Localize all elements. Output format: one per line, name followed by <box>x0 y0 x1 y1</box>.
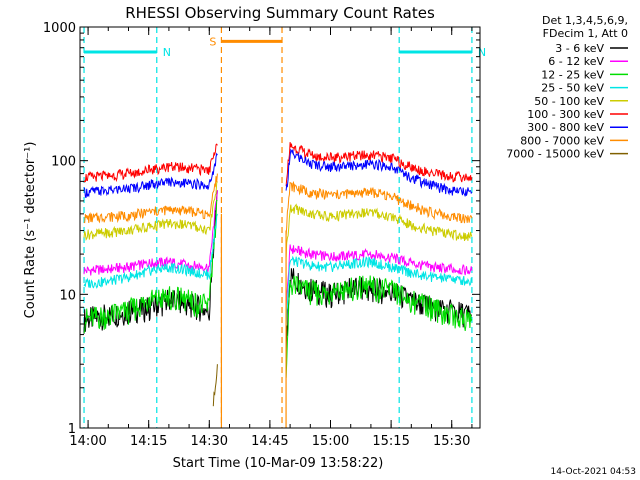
x-tick-label-2: 14:30 <box>191 434 228 449</box>
x-tick-label-5: 15:15 <box>372 434 409 449</box>
series-line-3-1 <box>285 255 473 327</box>
legend-label-4: 50 - 100 keV <box>534 95 604 108</box>
series-line-3-0 <box>83 213 218 289</box>
series-line-4-1 <box>285 203 473 258</box>
y-tick-label-0: 1 <box>68 422 76 437</box>
x-tick-label-3: 14:45 <box>251 434 288 449</box>
axes: 14:00 14:15 14:30 14:45 15:00 15:15 15:30 1 10 10… <box>43 21 480 449</box>
x-axis-label: Start Time (10-Mar-09 13:58:22) <box>173 456 384 471</box>
legend-header-1: Det 1,3,4,5,6,9, <box>542 14 628 27</box>
x-tick-label-0: 14:00 <box>69 434 106 449</box>
legend-label-2: 12 - 25 keV <box>541 68 604 81</box>
series-line-6-1 <box>285 148 473 197</box>
legend: Det 1,3,4,5,6,9, FDecim 1, Att 0 3 - 6 k… <box>506 14 628 161</box>
x-tick-label-4: 15:00 <box>312 434 349 449</box>
footer-timestamp: 14-Oct-2021 04:53 <box>551 467 636 477</box>
legend-label-3: 25 - 50 keV <box>541 82 604 95</box>
series-line-1-0 <box>83 190 218 276</box>
legend-label-0: 3 - 6 keV <box>555 42 604 55</box>
chart-title: RHESSI Observing Summary Count Rates <box>125 4 435 22</box>
series-line-1-1 <box>285 244 473 311</box>
data-series <box>83 142 473 428</box>
legend-label-1: 6 - 12 keV <box>548 55 604 68</box>
y-tick-label-3: 1000 <box>43 21 76 36</box>
annotations: N NS <box>84 35 486 59</box>
series-line-2-0 <box>83 199 218 334</box>
annotation-label-2: S <box>209 35 216 48</box>
legend-label-8: 7000 - 15000 keV <box>506 148 604 161</box>
annotation-label-0: N <box>163 46 171 59</box>
x-tick-label-6: 15:30 <box>433 434 470 449</box>
series-line-2-1 <box>285 275 473 378</box>
annotation-label-1: N <box>478 46 486 59</box>
y-axis-label: Count Rate (s⁻¹ detector⁻¹) <box>23 142 38 319</box>
legend-label-5: 100 - 300 keV <box>527 108 604 121</box>
series-line-5-0 <box>83 143 218 183</box>
y-tick-label-1: 10 <box>59 288 76 303</box>
series-line-7-1 <box>285 180 473 235</box>
series-line-6-0 <box>83 152 218 198</box>
legend-label-7: 800 - 7000 keV <box>520 134 604 147</box>
series-line-7-0 <box>83 173 218 224</box>
series-line-8-0 <box>212 364 218 407</box>
y-tick-label-2: 100 <box>51 155 76 170</box>
x-tick-label-1: 14:15 <box>130 434 167 449</box>
series-line-5-1 <box>285 142 473 187</box>
legend-header-2: FDecim 1, Att 0 <box>543 27 628 40</box>
plot-frame <box>79 26 481 429</box>
legend-label-6: 300 - 800 keV <box>527 121 604 134</box>
series-line-4-0 <box>83 181 218 241</box>
